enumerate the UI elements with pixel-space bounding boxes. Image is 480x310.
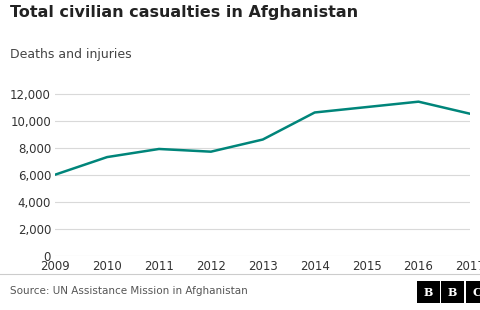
Text: B: B xyxy=(448,286,457,298)
Text: Source: UN Assistance Mission in Afghanistan: Source: UN Assistance Mission in Afghani… xyxy=(10,286,247,296)
Text: C: C xyxy=(473,286,480,298)
Text: Total civilian casualties in Afghanistan: Total civilian casualties in Afghanistan xyxy=(10,5,358,20)
Text: B: B xyxy=(423,286,433,298)
Text: Deaths and injuries: Deaths and injuries xyxy=(10,48,131,61)
